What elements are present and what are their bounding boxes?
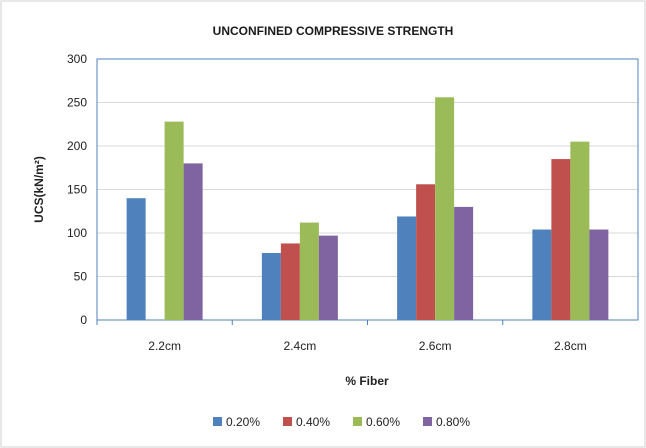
bar-0.80%-2.2cm <box>183 163 203 320</box>
x-axis-ticks: 2.2cm 2.4cm 2.6cm 2.8cm <box>96 320 587 353</box>
legend-swatch <box>423 417 432 426</box>
bar-0.40%-2.6cm <box>416 184 436 320</box>
legend: 0.20% 0.40% 0.60% 0.80% <box>213 415 470 429</box>
x-tick-label: 2.4cm <box>284 339 317 353</box>
y-tick-label: 150 <box>67 183 87 197</box>
legend-label: 0.60% <box>366 415 400 429</box>
bar-0.80%-2.6cm <box>454 206 474 320</box>
y-tick-label: 250 <box>67 96 87 110</box>
bar-0.60%-2.6cm <box>435 97 455 320</box>
y-tick-label: 300 <box>67 52 87 66</box>
x-tick-label: 2.2cm <box>148 339 181 353</box>
legend-label: 0.80% <box>436 415 470 429</box>
bar-0.20%-2.2cm <box>126 198 146 320</box>
bar-0.80%-2.4cm <box>318 235 338 320</box>
bar-0.20%-2.4cm <box>261 253 281 320</box>
x-tick-label: 2.6cm <box>419 339 452 353</box>
bar-0.60%-2.2cm <box>164 121 184 320</box>
y-tick-label: 200 <box>67 139 87 153</box>
legend-label: 0.40% <box>296 415 330 429</box>
bar-0.20%-2.6cm <box>397 216 417 320</box>
legend-swatch <box>353 417 362 426</box>
bar-0.60%-2.8cm <box>570 141 590 320</box>
bar-0.20%-2.8cm <box>532 229 552 320</box>
x-tick-label: 2.8cm <box>554 339 587 353</box>
y-axis-ticks: 0 50 100 150 200 250 300 <box>67 52 87 327</box>
y-tick-label: 100 <box>67 226 87 240</box>
y-tick-label: 0 <box>80 313 87 327</box>
bar-0.60%-2.4cm <box>299 222 319 320</box>
y-tick-label: 50 <box>74 270 88 284</box>
x-axis-label: % Fiber <box>345 374 389 388</box>
legend-swatch <box>213 417 222 426</box>
bar-0.80%-2.8cm <box>589 229 609 320</box>
bar-0.40%-2.8cm <box>551 159 571 320</box>
bars <box>126 97 609 320</box>
legend-label: 0.20% <box>226 415 260 429</box>
legend-swatch <box>283 417 292 426</box>
chart-title: UNCONFINED COMPRESSIVE STRENGTH <box>213 24 454 38</box>
y-axis-label: UCS(kN/m²) <box>32 156 46 223</box>
bar-0.40%-2.4cm <box>280 243 300 320</box>
